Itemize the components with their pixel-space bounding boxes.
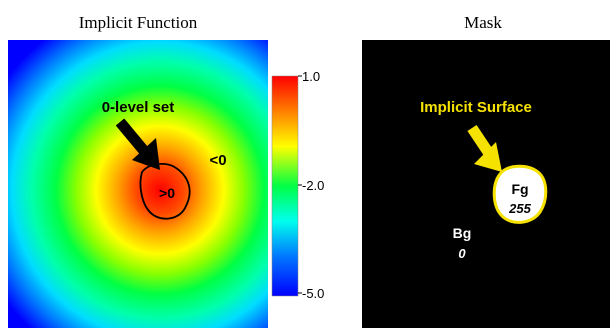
implicit-function-heatmap bbox=[8, 40, 268, 328]
level-set-label: 0-level set bbox=[102, 99, 175, 116]
inside-label: >0 bbox=[159, 185, 175, 201]
implicit-surface-arrow bbox=[467, 124, 502, 172]
implicit-function-panel: Implicit Function 0-level set >0 <0 bbox=[8, 13, 268, 328]
colorbar-tick-top: 1.0 bbox=[302, 69, 320, 84]
zero-level-set-contour bbox=[139, 163, 191, 220]
fg-value: 255 bbox=[508, 201, 531, 216]
bg-label: Bg bbox=[453, 225, 472, 241]
mask-panel: Mask Implicit Surface Fg 255 Bg 0 bbox=[362, 13, 610, 328]
bg-value: 0 bbox=[458, 246, 466, 261]
implicit-function-title: Implicit Function bbox=[79, 13, 198, 32]
fg-label: Fg bbox=[511, 181, 528, 197]
implicit-surface-label: Implicit Surface bbox=[420, 99, 532, 116]
mask-background bbox=[362, 40, 610, 328]
colorbar: 1.0 -2.0 -5.0 bbox=[271, 69, 324, 301]
colorbar-tick-bottom: -5.0 bbox=[302, 286, 324, 301]
mask-title: Mask bbox=[464, 13, 502, 32]
level-set-arrow bbox=[115, 118, 160, 170]
colorbar-gradient bbox=[271, 75, 299, 297]
colorbar-tick-mid: -2.0 bbox=[302, 178, 324, 193]
mask-foreground-region bbox=[492, 164, 548, 224]
outside-label: <0 bbox=[209, 152, 226, 169]
